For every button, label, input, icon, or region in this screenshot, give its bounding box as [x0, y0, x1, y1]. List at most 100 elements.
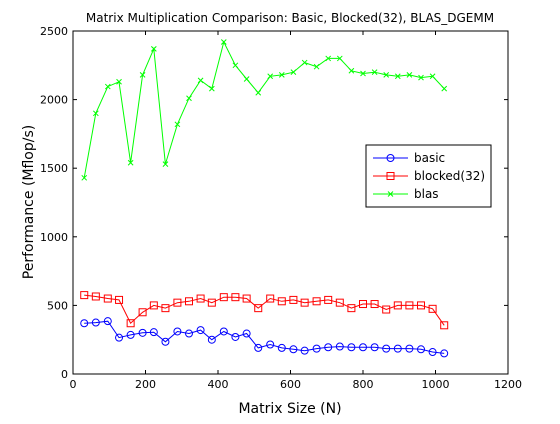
- y-tick-label: 0: [61, 368, 68, 381]
- data-point: [266, 340, 275, 349]
- legend: basic blocked(32) blas: [365, 144, 492, 208]
- x-axis: 0 200 400 600 800 1000 1200: [70, 31, 522, 391]
- data-point: [393, 301, 402, 310]
- data-point: [162, 161, 169, 167]
- y-tick-label: 2500: [40, 25, 68, 38]
- data-point: [220, 39, 227, 45]
- series-line-blas: [83, 40, 445, 178]
- data-point: [185, 297, 193, 306]
- legend-marker-blas: [387, 191, 394, 197]
- data-point: [150, 45, 157, 52]
- data-point: [104, 83, 111, 90]
- data-point: [185, 329, 193, 338]
- data-point: [161, 337, 170, 346]
- data-point: [371, 69, 378, 76]
- legend-label-blocked-32: blocked(32): [414, 169, 485, 183]
- data-point: [80, 319, 89, 328]
- data-point: [428, 348, 437, 357]
- data-point: [126, 330, 135, 339]
- x-tick-label: 1200: [494, 378, 522, 391]
- data-point: [266, 294, 275, 303]
- data-point: [393, 344, 402, 353]
- data-point: [359, 300, 367, 309]
- data-point: [242, 294, 251, 303]
- data-point: [139, 72, 146, 78]
- data-point: [277, 297, 286, 306]
- data-point: [428, 304, 437, 313]
- data-point: [440, 321, 449, 330]
- data-point: [219, 327, 228, 336]
- series-basic: [80, 317, 449, 358]
- data-point: [103, 317, 112, 326]
- data-point: [405, 344, 414, 353]
- data-point: [312, 344, 321, 353]
- series-line-basic: [84, 320, 445, 354]
- data-point: [347, 343, 356, 352]
- data-point: [324, 295, 333, 304]
- data-point: [115, 295, 124, 304]
- data-point: [417, 301, 425, 310]
- data-point: [80, 291, 89, 300]
- data-point: [348, 67, 355, 74]
- x-axis-label: Matrix Size (N): [238, 401, 341, 417]
- data-point: [173, 327, 182, 336]
- data-point: [161, 304, 170, 313]
- y-axis-label: Performance (Mflop/s): [21, 125, 37, 279]
- data-point: [92, 110, 99, 117]
- data-point: [232, 62, 239, 69]
- data-point: [91, 292, 100, 301]
- data-point: [429, 73, 436, 80]
- series-line-blocked-32: [84, 294, 445, 326]
- data-point: [208, 85, 215, 92]
- data-point: [370, 300, 379, 309]
- data-point: [313, 63, 320, 70]
- y-tick-label: 2000: [40, 94, 68, 107]
- data-point: [173, 298, 182, 307]
- data-point: [231, 293, 240, 302]
- legend-marker-blocked-32: [386, 172, 395, 180]
- data-point: [336, 55, 343, 62]
- y-axis: 0 500 1000 1500 2000 2500: [40, 25, 508, 381]
- data-point: [149, 328, 158, 337]
- data-point: [289, 295, 298, 304]
- data-point: [382, 305, 391, 314]
- x-tick-label: 0: [70, 378, 77, 391]
- data-point: [418, 74, 424, 81]
- data-point: [254, 343, 263, 352]
- data-point: [370, 343, 379, 352]
- data-point: [116, 78, 122, 85]
- data-point: [405, 301, 414, 310]
- data-point: [382, 344, 391, 353]
- data-point: [289, 345, 298, 354]
- data-point: [219, 293, 228, 302]
- data-point: [347, 304, 356, 313]
- data-point: [207, 335, 216, 344]
- data-point: [325, 55, 332, 62]
- y-tick-label: 500: [47, 299, 68, 312]
- data-point: [126, 319, 135, 328]
- data-point: [196, 326, 205, 335]
- data-point: [242, 329, 251, 338]
- data-point: [231, 332, 240, 341]
- data-point: [115, 333, 124, 342]
- data-point: [207, 298, 216, 307]
- data-point: [103, 294, 112, 303]
- chart-title: Matrix Multiplication Comparison: Basic,…: [86, 11, 494, 25]
- series-blocked-32: [80, 291, 449, 330]
- data-point: [278, 72, 285, 78]
- y-tick-label: 1000: [40, 231, 68, 244]
- data-point: [359, 343, 367, 352]
- data-point: [324, 343, 333, 352]
- x-tick-label: 400: [208, 378, 229, 391]
- legend-marker-basic: [386, 154, 395, 162]
- legend-label-blas: blas: [414, 187, 439, 201]
- data-point: [243, 76, 250, 82]
- data-point: [335, 342, 344, 351]
- data-point: [186, 95, 192, 102]
- data-point: [91, 318, 100, 327]
- data-point: [267, 73, 274, 80]
- data-point: [138, 328, 147, 337]
- data-point: [440, 349, 449, 358]
- data-point: [383, 72, 390, 78]
